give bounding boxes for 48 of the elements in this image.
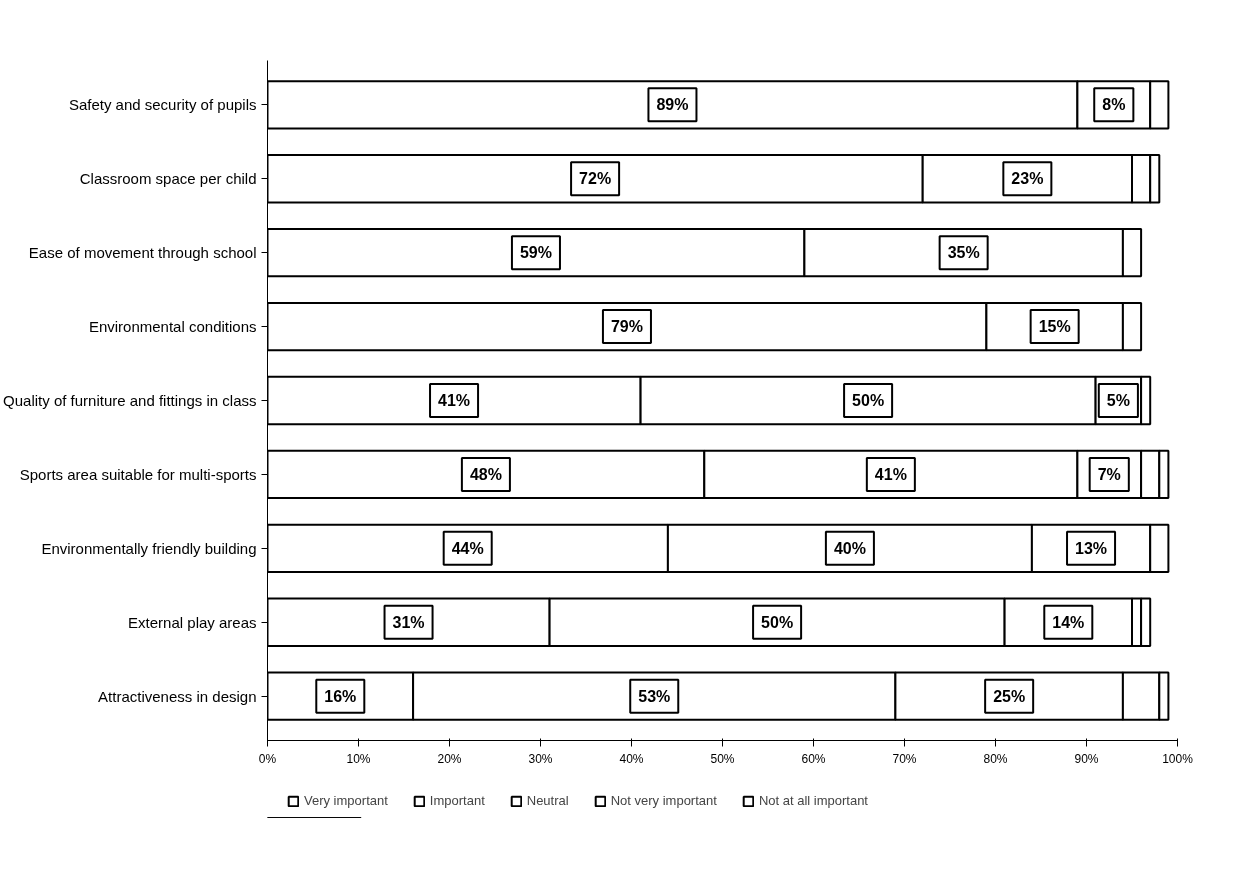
x-tick-label: 70% (892, 751, 917, 766)
x-tick-label: 40% (619, 751, 644, 766)
x-tick-label: 60% (801, 751, 826, 766)
y-tick-label: Environmentally friendly building (41, 539, 257, 557)
x-tick-label: 30% (528, 751, 553, 766)
x-tick-label: 50% (710, 751, 735, 766)
data-label: 31% (392, 613, 425, 631)
data-label: 40% (833, 539, 866, 557)
data-label: 59% (519, 244, 552, 262)
y-tick-label: Environmental conditions (88, 318, 257, 336)
data-label: 23% (1011, 170, 1044, 188)
x-tick-label: 100% (1162, 751, 1194, 766)
x-tick-label: 80% (983, 751, 1008, 766)
data-label: 89% (656, 96, 689, 114)
x-tick-label: 90% (1074, 751, 1099, 766)
data-label: 48% (469, 465, 502, 483)
data-label: 14% (1052, 613, 1085, 631)
data-label: 79% (610, 318, 643, 336)
data-label: 25% (993, 687, 1026, 705)
data-label: 15% (1038, 318, 1071, 336)
data-label: 5% (1106, 392, 1130, 409)
x-tick-label: 10% (346, 751, 371, 766)
data-label: 35% (947, 244, 980, 262)
data-label: 53% (638, 687, 671, 705)
legend-label: Neutral (526, 793, 569, 808)
y-tick-label: Safety and security of pupils (68, 96, 257, 114)
data-label: 7% (1097, 465, 1121, 483)
y-tick-label: Ease of movement through school (28, 244, 257, 262)
y-tick-label: Classroom space per child (79, 170, 257, 188)
x-tick-label: 20% (437, 751, 462, 766)
data-label: 16% (324, 687, 357, 705)
legend-label: Not at all important (758, 793, 868, 808)
data-label: 50% (852, 392, 885, 409)
y-tick-label: Sports area suitable for multi-sports (19, 465, 257, 483)
y-tick-label: Quality of furniture and fittings in class (3, 392, 257, 409)
x-tick-label: 0% (258, 751, 277, 766)
legend-label: Not very important (610, 793, 717, 808)
data-label: 72% (579, 170, 612, 188)
data-label: 41% (438, 392, 471, 409)
legend-label: Important (429, 793, 485, 808)
data-label: 41% (874, 465, 907, 483)
y-tick-label: External play areas (128, 613, 257, 631)
y-tick-label: Attractiveness in design (98, 687, 257, 705)
data-label: 13% (1075, 539, 1108, 557)
data-label: 8% (1102, 96, 1126, 114)
data-label: 44% (451, 539, 484, 557)
legend-label: Very important (304, 793, 388, 808)
data-label: 50% (761, 613, 794, 631)
